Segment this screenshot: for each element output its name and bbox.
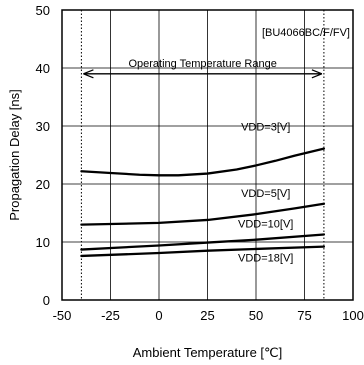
y-tick-label: 30 (36, 119, 50, 134)
x-tick-label: -25 (101, 308, 120, 323)
series-label-3: VDD=10[V] (238, 219, 293, 231)
x-tick-label: 0 (155, 308, 162, 323)
x-axis-title: Ambient Temperature [℃] (133, 345, 282, 360)
grid-lines (62, 10, 353, 300)
y-tick-label: 50 (36, 3, 50, 18)
series-line-1 (80, 147, 326, 177)
series-labels: VDD=3[V] VDD=5[V] VDD=10[V] VDD=18[V] (238, 122, 293, 265)
tick-labels: -50 -25 0 25 50 75 100 0 10 20 30 40 50 (36, 3, 364, 323)
series-line-2 (80, 202, 326, 226)
x-tick-label: 100 (342, 308, 364, 323)
x-tick-label: 75 (297, 308, 311, 323)
arrow-left-head (83, 69, 94, 79)
y-tick-label: 0 (43, 293, 50, 308)
series-label-1: VDD=3[V] (241, 122, 290, 134)
series-line-3 (80, 233, 326, 251)
series-label-2: VDD=5[V] (241, 188, 290, 200)
y-tick-label: 40 (36, 61, 50, 76)
y-tick-label: 10 (36, 235, 50, 250)
series-line-4 (80, 245, 326, 258)
operating-range (80, 10, 325, 300)
y-axis-title: Propagation Delay [ns] (7, 89, 22, 221)
plot-area-frame (61, 9, 354, 301)
device-label: [BU4066BC/F/FV] (262, 27, 350, 39)
series-label-4: VDD=18[V] (238, 253, 293, 265)
x-tick-label: 25 (200, 308, 214, 323)
x-tick-label: -50 (53, 308, 72, 323)
x-tick-label: 50 (249, 308, 263, 323)
operating-range-label: Operating Temperature Range (128, 58, 276, 70)
arrow-right-head (311, 69, 323, 79)
y-tick-label: 20 (36, 177, 50, 192)
series-lines (80, 147, 326, 258)
